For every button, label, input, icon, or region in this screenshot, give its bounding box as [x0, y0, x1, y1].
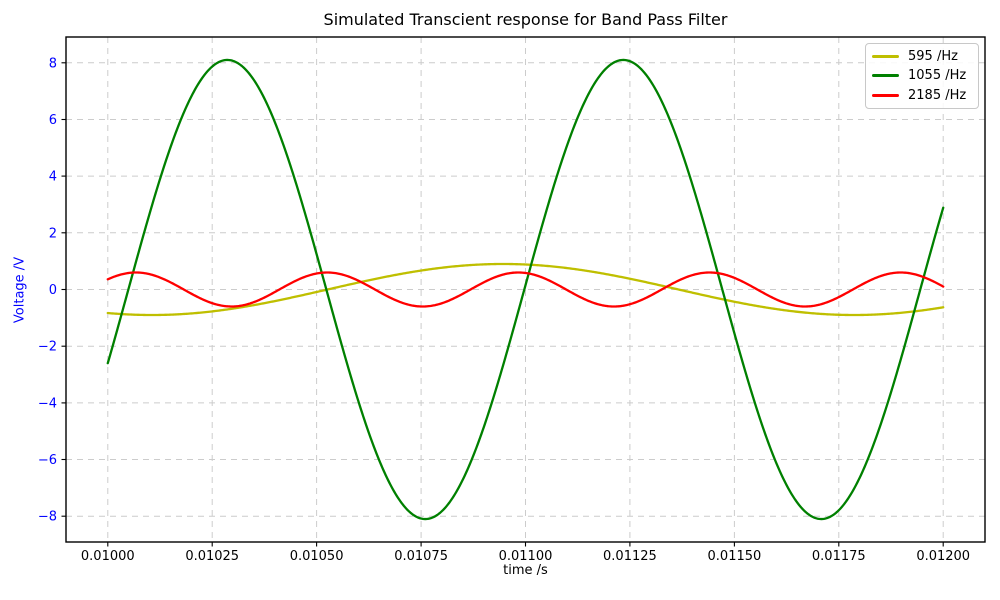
x-axis-label: time /s	[503, 563, 548, 578]
series-layer	[106, 58, 945, 521]
legend-line-swatch	[872, 93, 899, 97]
legend-item-label: 595 /Hz	[908, 49, 958, 65]
y-tick-label: −8	[38, 510, 57, 525]
y-tick-label: 4	[49, 170, 57, 185]
legend-line-swatch	[872, 55, 899, 59]
x-tick-label: 0.01150	[708, 549, 762, 564]
legend-item-label: 1055 /Hz	[908, 68, 967, 84]
x-tick-label: 0.01100	[499, 549, 553, 564]
y-tick-label: −2	[38, 340, 57, 355]
series-line-595hzhz	[106, 262, 945, 317]
y-tick-label: 6	[49, 113, 57, 128]
y-tick-label: −4	[38, 396, 57, 411]
x-tick-label: 0.01025	[185, 549, 239, 564]
y-tick-label: 8	[49, 56, 57, 71]
x-tick-label: 0.01175	[812, 549, 866, 564]
series-line-1055hzhz	[106, 58, 945, 521]
axes-layer: 0.01000 0.01025 0.01050 0.01075 0.01100 0.011…	[38, 36, 986, 564]
chart-title: Simulated Transcient response for Band P…	[323, 10, 728, 29]
legend-item: 1055 /Hz	[872, 66, 972, 85]
plot-border	[65, 36, 986, 543]
y-tick-label: 2	[49, 226, 57, 241]
y-tick-label: −6	[38, 453, 57, 468]
legend-item: 595 /Hz	[872, 47, 972, 66]
y-axis-label: Voltage /V	[12, 256, 28, 324]
legend-line-swatch	[872, 74, 899, 78]
x-tick-label: 0.01000	[81, 549, 135, 564]
x-tick-label: 0.01125	[603, 549, 657, 564]
legend: 595 /Hz 1055 /Hz 2185 /Hz	[865, 43, 979, 109]
x-tick-label: 0.01075	[394, 549, 448, 564]
y-tick-label: 0	[49, 283, 57, 298]
legend-item-label: 2185 /Hz	[908, 87, 967, 103]
series-line-2185hzhz	[106, 271, 945, 308]
x-tick-label: 0.01050	[290, 549, 344, 564]
grid-layer	[66, 37, 985, 542]
x-tick-label: 0.01200	[916, 549, 970, 564]
legend-item: 2185 /Hz	[872, 86, 972, 105]
